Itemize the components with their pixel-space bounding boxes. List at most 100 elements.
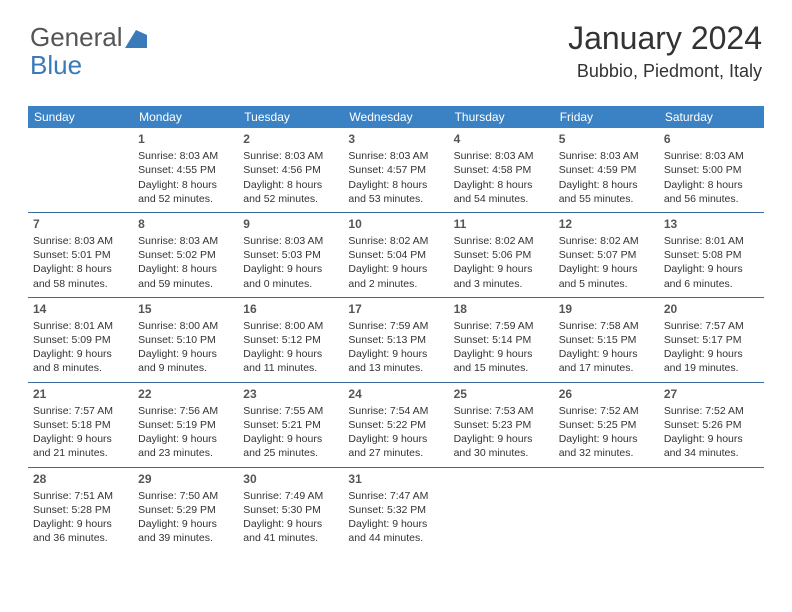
day-details: Sunrise: 7:52 AMSunset: 5:25 PMDaylight:… (559, 404, 654, 461)
day-details: Sunrise: 7:50 AMSunset: 5:29 PMDaylight:… (138, 489, 233, 546)
day-number: 15 (138, 301, 233, 317)
day-cell: 30Sunrise: 7:49 AMSunset: 5:30 PMDayligh… (238, 467, 343, 551)
day-number: 20 (664, 301, 759, 317)
header-right: January 2024 Bubbio, Piedmont, Italy (568, 20, 762, 82)
day-number: 4 (454, 131, 549, 147)
day-number: 21 (33, 386, 128, 402)
day-number: 9 (243, 216, 338, 232)
day-cell: 13Sunrise: 8:01 AMSunset: 5:08 PMDayligh… (659, 212, 764, 297)
day-cell: 5Sunrise: 8:03 AMSunset: 4:59 PMDaylight… (554, 128, 659, 212)
day-details: Sunrise: 7:58 AMSunset: 5:15 PMDaylight:… (559, 319, 654, 376)
day-number: 29 (138, 471, 233, 487)
day-details: Sunrise: 8:02 AMSunset: 5:06 PMDaylight:… (454, 234, 549, 291)
day-details: Sunrise: 7:57 AMSunset: 5:17 PMDaylight:… (664, 319, 759, 376)
page-title: January 2024 (568, 20, 762, 57)
day-cell: 19 Sunrise: 7:58 AMSunset: 5:15 PMDayligh… (554, 297, 659, 382)
day-number: 27 (664, 386, 759, 402)
day-cell: 18 Sunrise: 7:59 AMSunset: 5:14 PMDayligh… (449, 297, 554, 382)
day-details: Sunrise: 7:51 AMSunset: 5:28 PMDaylight:… (33, 489, 128, 546)
col-header: Monday (133, 106, 238, 128)
day-number: 23 (243, 386, 338, 402)
day-cell: 22 Sunrise: 7:56 AMSunset: 5:19 PMDayligh… (133, 382, 238, 467)
day-cell: 9 Sunrise: 8:03 AMSunset: 5:03 PMDaylight… (238, 212, 343, 297)
day-cell: 10 Sunrise: 8:02 AMSunset: 5:04 PMDayligh… (343, 212, 448, 297)
logo-text-1: General (30, 22, 123, 52)
day-cell: 7 Sunrise: 8:03 AMSunset: 5:01 PMDaylight… (28, 212, 133, 297)
day-number: 8 (138, 216, 233, 232)
day-cell: 8Sunrise: 8:03 AMSunset: 5:02 PMDaylight… (133, 212, 238, 297)
day-details: Sunrise: 7:52 AMSunset: 5:26 PMDaylight:… (664, 404, 759, 461)
day-details: Sunrise: 7:57 AMSunset: 5:18 PMDaylight:… (33, 404, 128, 461)
day-number: 16 (243, 301, 338, 317)
day-details: Sunrise: 8:02 AMSunset: 5:07 PMDaylight:… (559, 234, 654, 291)
day-details: Sunrise: 8:00 AMSunset: 5:12 PMDaylight:… (243, 319, 338, 376)
day-cell: 27 Sunrise: 7:52 AMSunset: 5:26 PMDayligh… (659, 382, 764, 467)
day-details: Sunrise: 8:03 AMSunset: 4:58 PMDaylight:… (454, 149, 549, 206)
day-details: Sunrise: 7:53 AMSunset: 5:23 PMDaylight:… (454, 404, 549, 461)
day-number: 7 (33, 216, 128, 232)
day-cell (659, 467, 764, 551)
day-details: Sunrise: 8:01 AMSunset: 5:08 PMDaylight:… (664, 234, 759, 291)
day-cell: 16 Sunrise: 8:00 AMSunset: 5:12 PMDayligh… (238, 297, 343, 382)
day-cell: 2 Sunrise: 8:03 AMSunset: 4:56 PMDaylight… (238, 128, 343, 212)
day-number: 25 (454, 386, 549, 402)
day-number: 3 (348, 131, 443, 147)
logo-icon (125, 26, 147, 52)
day-details: Sunrise: 8:03 AMSunset: 5:00 PMDaylight:… (664, 149, 759, 206)
day-details: Sunrise: 8:01 AMSunset: 5:09 PMDaylight:… (33, 319, 128, 376)
day-number: 30 (243, 471, 338, 487)
day-details: Sunrise: 8:03 AMSunset: 4:57 PMDaylight:… (348, 149, 443, 206)
day-cell: 21 Sunrise: 7:57 AMSunset: 5:18 PMDayligh… (28, 382, 133, 467)
day-details: Sunrise: 7:54 AMSunset: 5:22 PMDaylight:… (348, 404, 443, 461)
day-details: Sunrise: 8:00 AMSunset: 5:10 PMDaylight:… (138, 319, 233, 376)
table-row: 14 Sunrise: 8:01 AMSunset: 5:09 PMDayligh… (28, 297, 764, 382)
day-cell: 1Sunrise: 8:03 AMSunset: 4:55 PMDaylight… (133, 128, 238, 212)
day-number: 2 (243, 131, 338, 147)
day-cell (449, 467, 554, 551)
day-number: 12 (559, 216, 654, 232)
day-number: 18 (454, 301, 549, 317)
col-header: Thursday (449, 106, 554, 128)
logo-text-2: Blue (30, 50, 82, 80)
day-details: Sunrise: 7:47 AMSunset: 5:32 PMDaylight:… (348, 489, 443, 546)
day-number: 22 (138, 386, 233, 402)
day-cell: 20 Sunrise: 7:57 AMSunset: 5:17 PMDayligh… (659, 297, 764, 382)
day-cell: 29 Sunrise: 7:50 AMSunset: 5:29 PMDayligh… (133, 467, 238, 551)
day-cell: 14 Sunrise: 8:01 AMSunset: 5:09 PMDayligh… (28, 297, 133, 382)
day-details: Sunrise: 8:03 AMSunset: 4:55 PMDaylight:… (138, 149, 233, 206)
day-cell (554, 467, 659, 551)
col-header: Sunday (28, 106, 133, 128)
day-details: Sunrise: 8:03 AMSunset: 5:01 PMDaylight:… (33, 234, 128, 291)
day-cell: 25 Sunrise: 7:53 AMSunset: 5:23 PMDayligh… (449, 382, 554, 467)
day-number: 31 (348, 471, 443, 487)
day-details: Sunrise: 7:56 AMSunset: 5:19 PMDaylight:… (138, 404, 233, 461)
day-cell: 3 Sunrise: 8:03 AMSunset: 4:57 PMDaylight… (343, 128, 448, 212)
col-header: Tuesday (238, 106, 343, 128)
day-details: Sunrise: 8:02 AMSunset: 5:04 PMDaylight:… (348, 234, 443, 291)
day-number: 11 (454, 216, 549, 232)
col-header: Wednesday (343, 106, 448, 128)
day-cell: 26Sunrise: 7:52 AMSunset: 5:25 PMDayligh… (554, 382, 659, 467)
day-number: 10 (348, 216, 443, 232)
day-number: 24 (348, 386, 443, 402)
day-number: 6 (664, 131, 759, 147)
day-number: 28 (33, 471, 128, 487)
calendar-table: Sunday Monday Tuesday Wednesday Thursday… (28, 106, 764, 551)
calendar-body: 1Sunrise: 8:03 AMSunset: 4:55 PMDaylight… (28, 128, 764, 551)
day-details: Sunrise: 7:55 AMSunset: 5:21 PMDaylight:… (243, 404, 338, 461)
day-number: 14 (33, 301, 128, 317)
day-cell: 15 Sunrise: 8:00 AMSunset: 5:10 PMDayligh… (133, 297, 238, 382)
day-cell: 11 Sunrise: 8:02 AMSunset: 5:06 PMDayligh… (449, 212, 554, 297)
day-cell: 4 Sunrise: 8:03 AMSunset: 4:58 PMDaylight… (449, 128, 554, 212)
day-details: Sunrise: 7:59 AMSunset: 5:14 PMDaylight:… (454, 319, 549, 376)
table-row: 28 Sunrise: 7:51 AMSunset: 5:28 PMDayligh… (28, 467, 764, 551)
day-details: Sunrise: 8:03 AMSunset: 4:56 PMDaylight:… (243, 149, 338, 206)
day-cell: 28 Sunrise: 7:51 AMSunset: 5:28 PMDayligh… (28, 467, 133, 551)
col-header: Saturday (659, 106, 764, 128)
table-row: 7 Sunrise: 8:03 AMSunset: 5:01 PMDaylight… (28, 212, 764, 297)
day-details: Sunrise: 8:03 AMSunset: 5:03 PMDaylight:… (243, 234, 338, 291)
day-number: 19 (559, 301, 654, 317)
day-cell (28, 128, 133, 212)
day-cell: 24 Sunrise: 7:54 AMSunset: 5:22 PMDayligh… (343, 382, 448, 467)
day-number: 17 (348, 301, 443, 317)
